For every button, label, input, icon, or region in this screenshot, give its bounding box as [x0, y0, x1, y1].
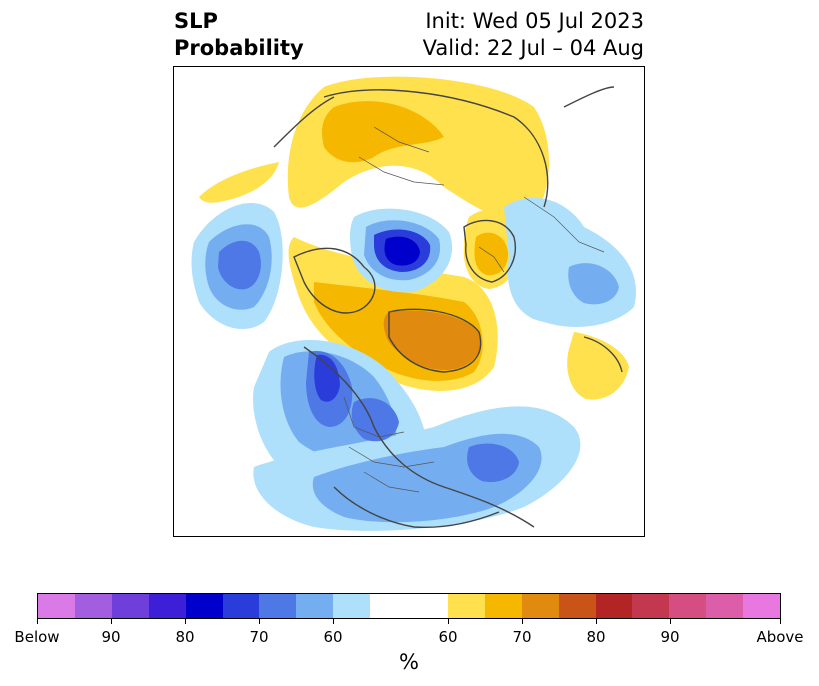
colorbar-tick-label: Above: [756, 628, 804, 646]
probability-colorbar: [37, 593, 781, 619]
colorbar-tick-label: 90: [101, 628, 121, 646]
colorbar-tick-mark: [333, 619, 334, 624]
colorbar-segment-3: [148, 594, 186, 618]
colorbar-segment-5: [222, 594, 260, 618]
colorbar-tick-mark: [670, 619, 671, 624]
colorbar-segment-14: [595, 594, 633, 618]
map-title: SLP Probability: [174, 8, 304, 62]
forecast-dates: Init: Wed 05 Jul 2023 Valid: 22 Jul – 04…: [423, 8, 644, 62]
colorbar-tick-label: 90: [660, 628, 680, 646]
colorbar-tick-label: 80: [175, 628, 195, 646]
colorbar-tick-label: 60: [323, 628, 343, 646]
colorbar-tick-mark: [259, 619, 260, 624]
siberia-above-core: [322, 101, 444, 163]
colorbar-segment-10: [447, 594, 485, 618]
colorbar-tick-label: 70: [249, 628, 269, 646]
colorbar-segment-9: [370, 594, 448, 618]
atlantic-above: [567, 332, 629, 400]
colorbar-tick-label: 80: [586, 628, 606, 646]
colorbar-segment-13: [558, 594, 596, 618]
scandinavia-above-core: [474, 232, 509, 276]
colorbar-segment-8: [333, 594, 371, 618]
colorbar-segment-11: [484, 594, 522, 618]
barents-below-peak: [384, 236, 420, 266]
colorbar-segment-6: [259, 594, 297, 618]
colorbar-unit-label: %: [399, 650, 419, 674]
borders: [343, 126, 605, 493]
colorbar-tick-label: 60: [438, 628, 458, 646]
colorbar-segment-4: [185, 594, 223, 618]
map-panel: [173, 66, 645, 537]
eurasia-below: [504, 197, 636, 327]
colorbar-tick-label: 70: [512, 628, 532, 646]
western-canada-below-peak: [314, 354, 340, 402]
colorbar-segment-7: [296, 594, 334, 618]
greenland-above-core: [383, 310, 481, 371]
colorbar-segment-0: [38, 594, 75, 618]
colorbar-tick-mark: [185, 619, 186, 624]
colorbar-tick-mark: [596, 619, 597, 624]
colorbar-segment-17: [706, 594, 744, 618]
colorbar-tick-mark: [448, 619, 449, 624]
coastlines: [273, 86, 623, 529]
colorbar-tick-mark: [111, 619, 112, 624]
colorbar-tick-mark: [522, 619, 523, 624]
north-pacific-below-core: [218, 240, 261, 290]
colorbar-segment-15: [632, 594, 670, 618]
colorbar-segment-12: [521, 594, 559, 618]
probability-map: [191, 76, 636, 531]
colorbar-tick-mark: [780, 619, 781, 624]
colorbar-segment-1: [74, 594, 112, 618]
atlantic-below-core: [467, 443, 519, 483]
eurasia-below-core: [568, 263, 619, 305]
colorbar-tick-label: Below: [14, 628, 60, 646]
colorbar-segment-16: [669, 594, 707, 618]
valid-date: Valid: 22 Jul – 04 Aug: [422, 36, 644, 60]
colorbar-tick-mark: [37, 619, 38, 624]
title-line-1: SLP: [174, 9, 218, 33]
init-date: Init: Wed 05 Jul 2023: [425, 9, 644, 33]
colorbar-segment-18: [743, 594, 781, 618]
title-line-2: Probability: [174, 36, 304, 60]
pacific-above: [199, 162, 279, 203]
colorbar-segment-2: [111, 594, 149, 618]
